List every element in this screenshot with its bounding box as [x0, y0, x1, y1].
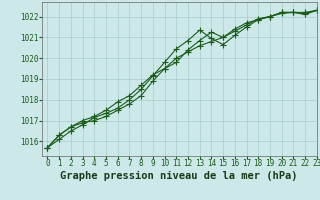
X-axis label: Graphe pression niveau de la mer (hPa): Graphe pression niveau de la mer (hPa): [60, 171, 298, 181]
